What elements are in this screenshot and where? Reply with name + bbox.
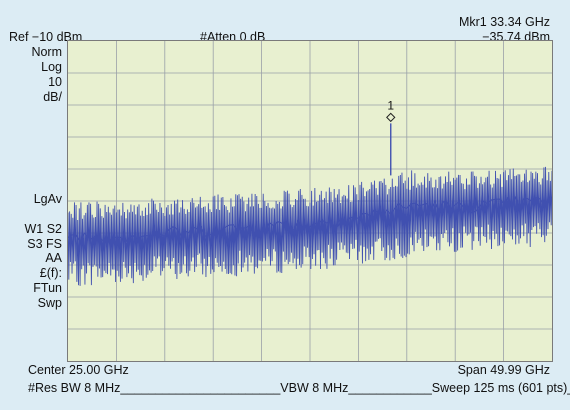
ftun-label: FTun bbox=[33, 281, 62, 295]
separator: _ bbox=[567, 381, 570, 395]
trace bbox=[68, 166, 552, 286]
center-frequency-label: Center 25.00 GHz bbox=[28, 363, 129, 377]
scale-log: Log bbox=[41, 60, 62, 74]
swp-label: Swp bbox=[37, 296, 62, 310]
marker-diamond-icon bbox=[386, 112, 396, 123]
spectrum-plot: 1 bbox=[68, 41, 552, 361]
scale-value: 10 bbox=[48, 75, 62, 89]
aa-label: AA bbox=[45, 251, 62, 265]
trace-average-line bbox=[68, 196, 552, 244]
marker-number: 1 bbox=[387, 98, 394, 112]
scale-unit: dB/ bbox=[43, 90, 62, 104]
marker-1: 1 bbox=[386, 98, 396, 176]
spectrum-display: 1 bbox=[67, 40, 553, 362]
w1-s2-label: W1 S2 bbox=[24, 222, 62, 236]
span-label: Span 49.99 GHz bbox=[457, 363, 550, 377]
res-bw-label: #Res BW 8 MHz bbox=[28, 381, 121, 395]
trace-line bbox=[68, 166, 552, 286]
status-line: #Res BW 8 MHz_______________________VBW … bbox=[28, 381, 570, 395]
ff-label: £(f): bbox=[39, 266, 62, 280]
ref-level-label: Ref −10 dBm bbox=[9, 30, 83, 44]
separator: ____________ bbox=[348, 381, 432, 395]
scale-norm: Norm bbox=[31, 45, 62, 59]
sweep-label: Sweep 125 ms (601 pts) bbox=[431, 381, 568, 395]
s3-fs-label: S3 FS bbox=[27, 237, 62, 251]
lgav-label: LgAv bbox=[33, 192, 62, 206]
vbw-label: VBW 8 MHz bbox=[280, 381, 349, 395]
marker-frequency-label: Mkr1 33.34 GHz bbox=[458, 15, 550, 29]
separator: _______________________ bbox=[120, 381, 281, 395]
